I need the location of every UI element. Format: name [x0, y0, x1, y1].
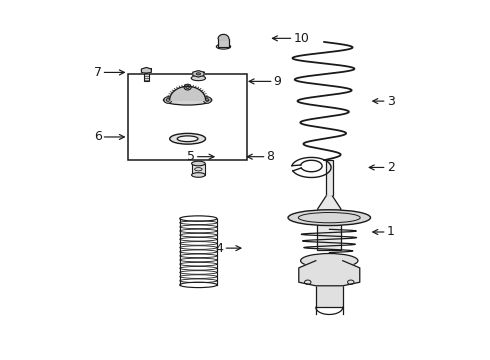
- Ellipse shape: [203, 97, 211, 103]
- Text: 9: 9: [274, 75, 282, 88]
- Ellipse shape: [184, 84, 191, 90]
- Bar: [316, 261, 343, 307]
- Ellipse shape: [196, 73, 200, 75]
- Ellipse shape: [164, 97, 172, 103]
- Bar: [192, 163, 205, 175]
- Text: 8: 8: [267, 150, 274, 163]
- Polygon shape: [318, 196, 341, 218]
- Bar: [317, 218, 342, 250]
- Ellipse shape: [170, 134, 205, 144]
- Polygon shape: [218, 35, 229, 39]
- Bar: [218, 39, 229, 46]
- Bar: [144, 71, 149, 81]
- Ellipse shape: [288, 210, 370, 226]
- Polygon shape: [170, 86, 205, 100]
- Text: 7: 7: [94, 66, 101, 79]
- Ellipse shape: [177, 136, 198, 141]
- Ellipse shape: [191, 76, 205, 81]
- Bar: [326, 160, 333, 196]
- Text: 4: 4: [216, 242, 223, 255]
- Bar: [128, 74, 247, 160]
- Polygon shape: [193, 71, 204, 77]
- Text: 1: 1: [387, 225, 394, 238]
- Ellipse shape: [300, 253, 358, 268]
- Ellipse shape: [192, 161, 205, 166]
- Text: 10: 10: [294, 32, 309, 45]
- Text: 5: 5: [187, 150, 195, 163]
- Text: 3: 3: [387, 95, 394, 108]
- Polygon shape: [299, 261, 360, 286]
- Ellipse shape: [164, 95, 212, 105]
- Ellipse shape: [192, 173, 205, 177]
- Ellipse shape: [216, 44, 231, 49]
- Text: 2: 2: [387, 161, 394, 174]
- Text: 6: 6: [94, 130, 101, 144]
- Polygon shape: [142, 67, 151, 74]
